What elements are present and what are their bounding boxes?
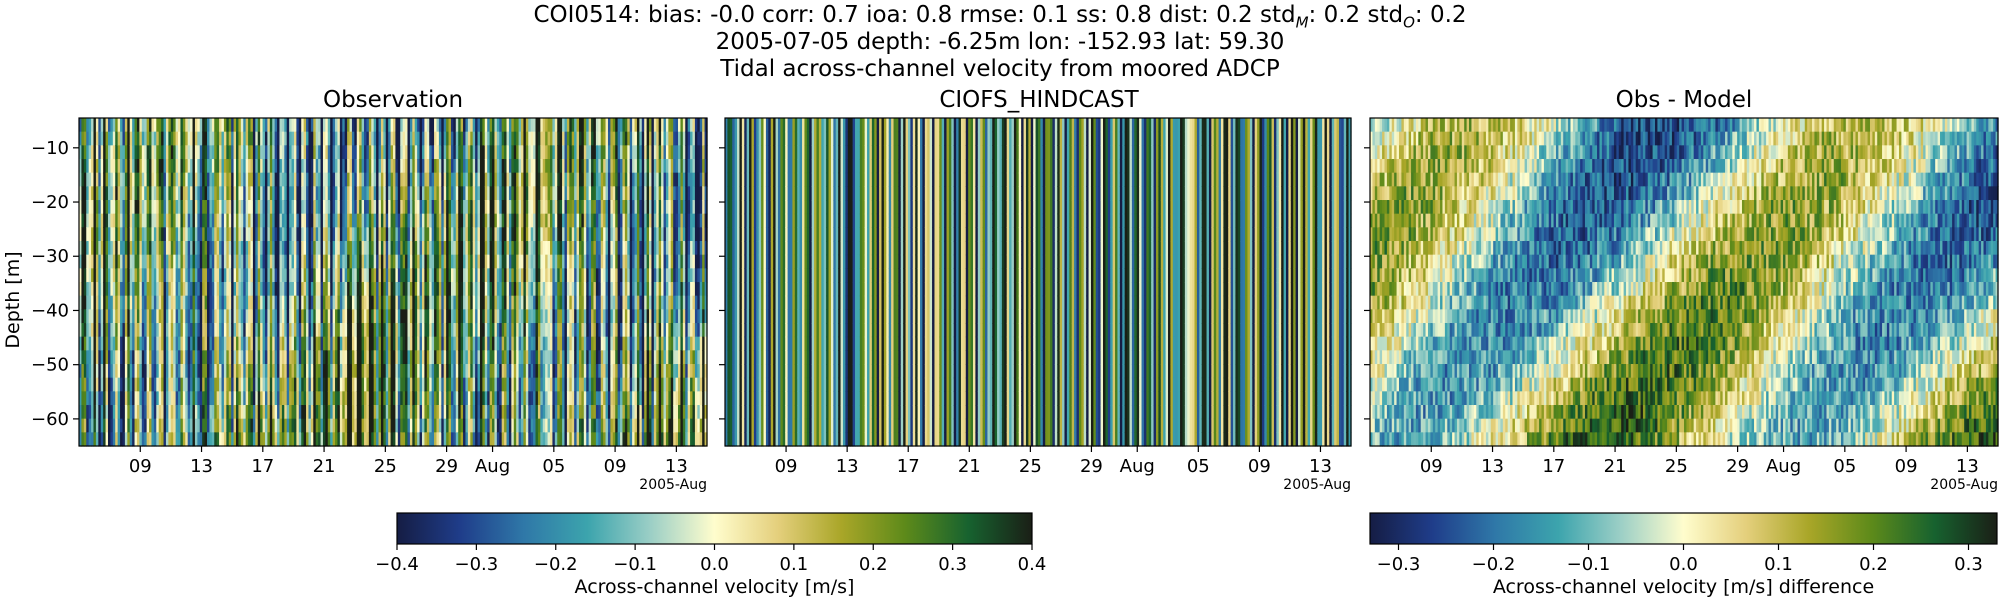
colorbar-tick-label: −0.2	[1472, 554, 1516, 575]
x-offset-label: 2005-Aug	[1930, 477, 1998, 493]
x-tick-label: 29	[435, 456, 458, 477]
colorbar-label: Across-channel velocity [m/s]	[575, 576, 855, 598]
heatmap-cells	[79, 118, 708, 447]
x-tick-label: 21	[958, 456, 981, 477]
x-tick-label: 09	[775, 456, 798, 477]
colorbar-tick-label: 0.2	[859, 554, 888, 575]
figure-title-stats: COI0514: bias: -0.0 corr: 0.7 ioa: 0.8 r…	[533, 2, 1467, 32]
x-tick-label: 25	[1665, 456, 1688, 477]
colorbar-tick-label: −0.3	[1377, 554, 1421, 575]
figure-title-location: 2005-07-05 depth: -6.25m lon: -152.93 la…	[715, 29, 1285, 55]
x-tick-label: 13	[665, 456, 688, 477]
x-tick-label: 29	[1726, 456, 1749, 477]
figure-title-description: Tidal across-channel velocity from moore…	[720, 56, 1280, 82]
y-tick-label: −50	[31, 355, 69, 376]
colorbar-label: Across-channel velocity [m/s] difference	[1493, 576, 1874, 598]
colorbar-gradient	[396, 512, 1033, 545]
x-tick-label: 29	[1080, 456, 1103, 477]
x-tick-label: 17	[251, 456, 274, 477]
colorbar-tick-label: −0.3	[455, 554, 499, 575]
x-tick-label: Aug	[1766, 456, 1801, 477]
plot-frame	[1369, 117, 1999, 447]
x-tick-label: Aug	[475, 456, 510, 477]
panel-title-model: CIOFS_HINDCAST	[939, 87, 1139, 113]
colorbar-tick-label: −0.4	[375, 554, 419, 575]
x-tick-label: 13	[190, 456, 213, 477]
x-tick-label: 21	[313, 456, 336, 477]
x-tick-label: 09	[1895, 456, 1918, 477]
colorbar-tick-label: 0.2	[1859, 554, 1888, 575]
heatmap-cells	[1370, 118, 1999, 447]
colorbar-tick-label: 0.4	[1018, 554, 1047, 575]
panel-title-difference: Obs - Model	[1615, 87, 1753, 113]
x-tick-label: 09	[1248, 456, 1271, 477]
colorbar-tick-label: 0.0	[700, 554, 729, 575]
x-tick-label: 21	[1604, 456, 1627, 477]
x-offset-label: 2005-Aug	[639, 477, 707, 493]
x-tick-label: 13	[1309, 456, 1332, 477]
x-tick-label: 13	[1481, 456, 1504, 477]
y-tick-label: −20	[31, 192, 69, 213]
x-tick-label: 25	[374, 456, 397, 477]
x-tick-label: 25	[1019, 456, 1042, 477]
x-tick-label: Aug	[1120, 456, 1155, 477]
x-tick-label: 05	[542, 456, 565, 477]
colorbar-tick-label: 0.1	[780, 554, 809, 575]
colorbar-tick-label: 0.3	[1954, 554, 1983, 575]
x-tick-label: 09	[129, 456, 152, 477]
x-tick-label: 17	[1542, 456, 1565, 477]
colorbar-gradient	[1369, 512, 1998, 545]
heatmap-cells	[725, 118, 1352, 447]
colorbar-tick-label: −0.1	[1567, 554, 1611, 575]
colorbar-0: −0.4 −0.3 −0.2 −0.1 0.0 0.1 0.2 0.3 0.4 Across-ch…	[375, 512, 1047, 598]
colorbar-tick-label: −0.1	[613, 554, 657, 575]
colorbar-1: −0.3 −0.2 −0.1 0.0 0.1 0.2 0.3 Across-channel v…	[1369, 512, 1998, 598]
plot-frame	[78, 117, 708, 447]
plot-frame	[724, 117, 1352, 447]
x-tick-label: 13	[836, 456, 859, 477]
y-tick-label: −60	[31, 409, 69, 430]
x-tick-label: 13	[1956, 456, 1979, 477]
x-tick-label: 05	[1833, 456, 1856, 477]
x-tick-label: 09	[1420, 456, 1443, 477]
colorbar-tick-label: −0.2	[534, 554, 578, 575]
x-tick-label: 09	[604, 456, 627, 477]
colorbar-tick-label: 0.3	[938, 554, 967, 575]
x-tick-label: 17	[897, 456, 920, 477]
y-tick-label: −30	[31, 246, 69, 267]
y-axis-label: Depth [m]	[2, 251, 24, 348]
x-offset-label: 2005-Aug	[1283, 477, 1351, 493]
y-tick-label: −40	[31, 300, 69, 321]
x-tick-label: 05	[1187, 456, 1210, 477]
colorbar-tick-label: 0.0	[1669, 554, 1698, 575]
panel-title-observation: Observation	[322, 87, 464, 113]
colorbar-tick-label: 0.1	[1764, 554, 1793, 575]
y-tick-label: −10	[31, 138, 69, 159]
